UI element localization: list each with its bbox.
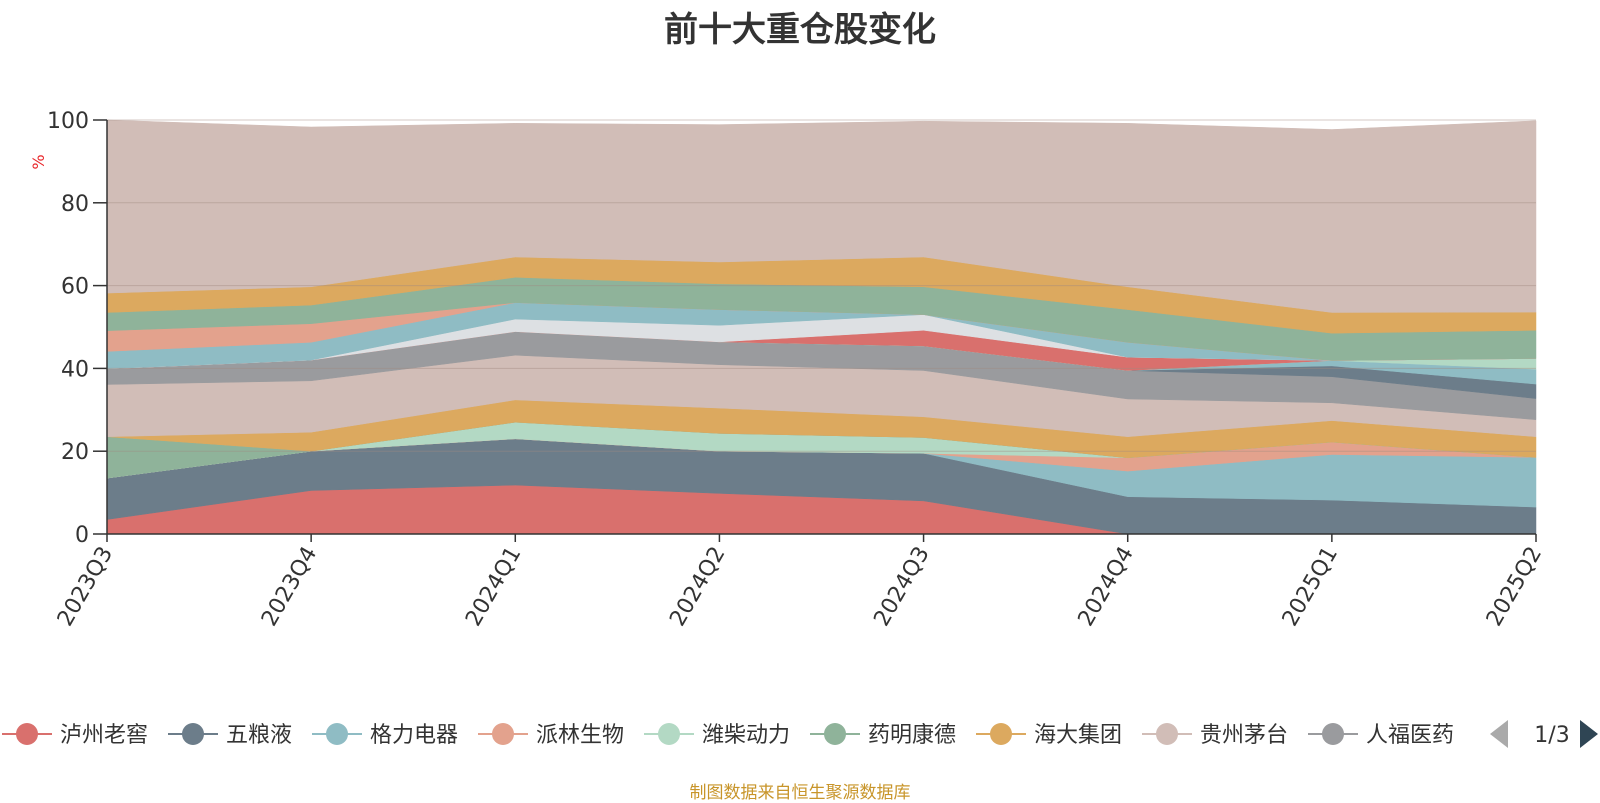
- source-note: 制图数据来自恒生聚源数据库: [689, 783, 911, 803]
- grid-lines: [107, 119, 1536, 452]
- legend-item-8[interactable]: 人福医药: [1308, 723, 1454, 748]
- legend-label-7: 贵州茅台: [1200, 723, 1288, 748]
- legend-item-5[interactable]: 药明康德: [810, 723, 956, 748]
- x-tick-label-2: 2024Q1: [461, 543, 526, 631]
- legend-label-3: 派林生物: [536, 723, 624, 748]
- chart-title: 前十大重仓股变化: [664, 10, 936, 50]
- legend-page-indicator: 1/3: [1534, 723, 1569, 748]
- x-tick-label-6: 2025Q1: [1278, 543, 1343, 631]
- legend-label-2: 格力电器: [370, 723, 458, 748]
- legend-item-6[interactable]: 海大集团: [976, 723, 1122, 748]
- stacked-areas: [106, 119, 1537, 535]
- legend-item-7[interactable]: 贵州茅台: [1142, 723, 1288, 748]
- y-tick-label-1: 20: [61, 440, 89, 465]
- legend-marker-3: [492, 723, 514, 745]
- legend-marker-6: [990, 723, 1012, 745]
- legend-marker-0: [16, 723, 38, 745]
- x-tick-label-3: 2024Q2: [665, 543, 730, 631]
- legend-marker-2: [326, 723, 348, 745]
- legend-label-1: 五粮液: [226, 723, 292, 748]
- x-tick-label-1: 2023Q4: [257, 543, 322, 631]
- y-axis-unit: %: [29, 154, 48, 169]
- legend-marker-4: [658, 723, 680, 745]
- y-tick-label-0: 0: [75, 523, 89, 548]
- legend-item-1[interactable]: 五粮液: [168, 723, 292, 748]
- x-tick-label-0: 2023Q3: [53, 543, 118, 631]
- legend-item-2[interactable]: 格力电器: [312, 723, 458, 748]
- legend-marker-8: [1322, 723, 1344, 745]
- legend-label-6: 海大集团: [1034, 723, 1122, 748]
- legend-marker-7: [1156, 723, 1178, 745]
- legend-label-4: 潍柴动力: [702, 723, 790, 748]
- legend[interactable]: 泸州老窖 五粮液 格力电器 派林生物 潍柴动力 药明康德 海大集团 贵州茅台 人福医药 1/3: [2, 712, 1600, 756]
- legend-overflow-mask: [1467, 712, 1600, 756]
- legend-item-4[interactable]: 潍柴动力: [644, 723, 790, 748]
- legend-marker-1: [182, 723, 204, 745]
- x-tick-label-4: 2024Q3: [869, 543, 934, 631]
- y-tick-label-3: 60: [61, 275, 89, 300]
- y-axis-label: %: [29, 154, 48, 169]
- y-tick-label-5: 100: [47, 109, 89, 134]
- series-area-18: [106, 119, 1537, 313]
- legend-label-5: 药明康德: [868, 723, 956, 748]
- x-tick-label-5: 2024Q4: [1074, 543, 1139, 631]
- legend-next-page-icon[interactable]: [1580, 720, 1598, 748]
- legend-label-0: 泸州老窖: [60, 723, 148, 748]
- legend-label-8: 人福医药: [1366, 723, 1454, 748]
- y-tick-label-2: 40: [61, 357, 89, 382]
- y-tick-label-4: 80: [61, 192, 89, 217]
- legend-item-3[interactable]: 派林生物: [478, 723, 624, 748]
- legend-marker-5: [824, 723, 846, 745]
- legend-item-0[interactable]: 泸州老窖: [2, 723, 148, 748]
- x-tick-label-7: 2025Q2: [1482, 543, 1547, 631]
- legend-prev-page-icon[interactable]: [1490, 720, 1508, 748]
